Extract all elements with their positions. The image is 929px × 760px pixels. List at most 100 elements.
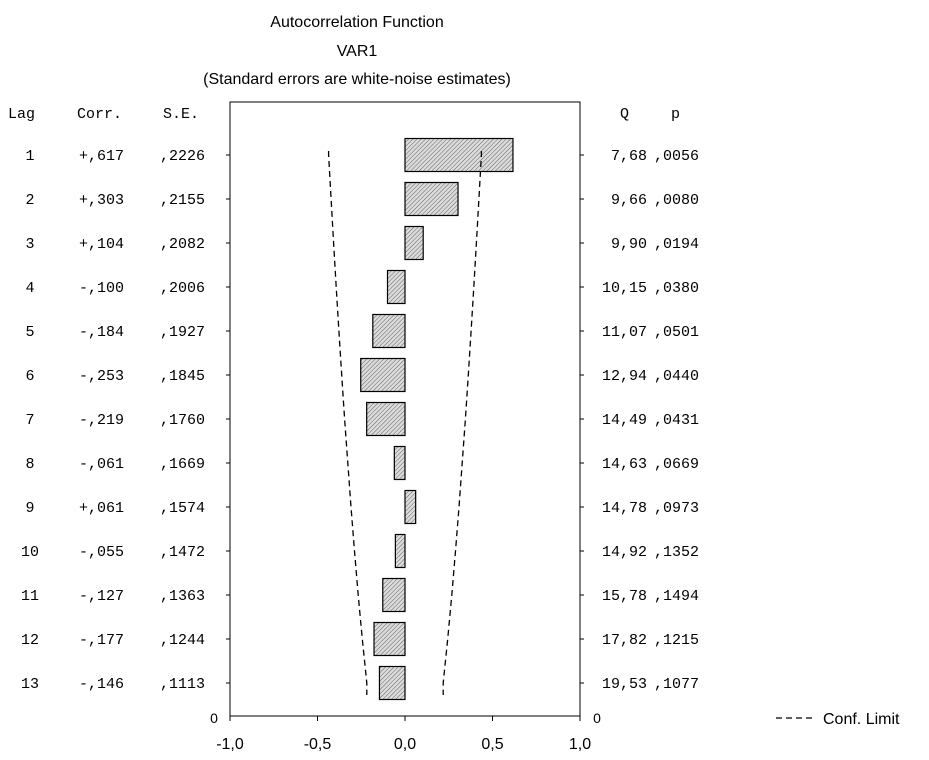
corr-label: +,061 [79,500,124,517]
corr-label: -,253 [79,368,124,385]
se-label: ,2082 [160,236,205,253]
p-label: ,0080 [654,192,699,209]
q-label: 14,92 [602,544,647,561]
lag-label: 6 [25,368,34,385]
p-label: ,1494 [654,588,699,605]
corr-label: +,104 [79,236,124,253]
acf-bar [373,621,406,657]
lag-label: 9 [25,500,34,517]
q-label: 10,15 [602,280,647,297]
acf-bar [372,313,406,349]
acf-bar [404,489,417,525]
acf-bar [404,181,459,217]
acf-bar [404,225,424,261]
q-label: 15,78 [602,588,647,605]
left-zero-label: 0 [210,710,218,726]
corr-label: -,219 [79,412,124,429]
se-label: ,1244 [160,632,205,649]
chart-subtitle: VAR1 [337,43,378,60]
q-label: 11,07 [602,324,647,341]
lag-label: 2 [25,192,34,209]
corr-label: +,617 [79,148,124,165]
lag-label: 7 [25,412,34,429]
se-label: ,1113 [160,676,205,693]
acf-bar [394,533,406,569]
acf-bar [393,445,406,481]
corr-label: +,303 [79,192,124,209]
acf-bar [404,137,514,173]
corr-label: -,055 [79,544,124,561]
lag-label: 1 [25,148,34,165]
legend: Conf. Limit [776,711,900,728]
p-label: ,0194 [654,236,699,253]
se-label: ,1927 [160,324,205,341]
se-label: ,1845 [160,368,205,385]
corr-label: -,100 [79,280,124,297]
p-label: ,0380 [654,280,699,297]
corr-label: -,184 [79,324,124,341]
x-tick-label: 0,5 [481,736,503,753]
acf-bar [386,269,406,305]
x-tick-label: 0,0 [394,736,416,753]
p-label: ,0056 [654,148,699,165]
q-label: 9,90 [611,236,647,253]
q-column-header: Q [620,106,629,123]
x-tick-label: -1,0 [216,736,244,753]
row-labels: 1 +,617 ,2226 7,68 ,0056 2 +,303 ,2155 9,66 ,0080… [21,148,699,693]
se-label: ,1669 [160,456,205,473]
q-label: 19,53 [602,676,647,693]
q-label: 14,63 [602,456,647,473]
axis-ticks [226,154,584,684]
lag-label: 4 [25,280,34,297]
p-label: ,0431 [654,412,699,429]
x-tick-label: -0,5 [304,736,332,753]
acf-bar [360,357,406,393]
lag-column-header: Lag [8,106,35,123]
q-label: 12,94 [602,368,647,385]
q-label: 14,78 [602,500,647,517]
corr-label: -,127 [79,588,124,605]
confidence-limits [327,151,483,695]
p-label: ,1077 [654,676,699,693]
p-label: ,0501 [654,324,699,341]
se-label: ,1472 [160,544,205,561]
lag-label: 8 [25,456,34,473]
se-column-header: S.E. [163,106,199,123]
lag-label: 11 [21,588,39,605]
lag-label: 3 [25,236,34,253]
x-tick-label: 1,0 [569,736,591,753]
corr-label: -,146 [79,676,124,693]
acf-bar [378,665,406,701]
p-label: ,0973 [654,500,699,517]
se-label: ,1363 [160,588,205,605]
corr-column-header: Corr. [77,106,122,123]
lower-conf-limit-line [327,151,368,695]
lag-label: 12 [21,632,39,649]
corr-label: -,177 [79,632,124,649]
legend-label: Conf. Limit [823,711,900,728]
lag-label: 10 [21,544,39,561]
se-label: ,2226 [160,148,205,165]
upper-conf-limit-line [442,151,483,695]
p-label: ,1352 [654,544,699,561]
p-label: ,0440 [654,368,699,385]
corr-label: -,061 [79,456,124,473]
q-label: 14,49 [602,412,647,429]
q-label: 9,66 [611,192,647,209]
se-label: ,2006 [160,280,205,297]
lag-label: 5 [25,324,34,341]
acf-bar [382,577,406,613]
se-label: ,1574 [160,500,205,517]
se-label: ,1760 [160,412,205,429]
x-axis: -1,0 -0,5 0,0 0,5 1,0 [216,716,591,753]
p-label: ,1215 [654,632,699,649]
lag-label: 13 [21,676,39,693]
p-column-header: p [671,106,680,123]
right-zero-label: 0 [593,710,601,726]
chart-note: (Standard errors are white-noise estimat… [203,71,511,88]
chart-title: Autocorrelation Function [270,14,443,31]
se-label: ,2155 [160,192,205,209]
q-label: 7,68 [611,148,647,165]
